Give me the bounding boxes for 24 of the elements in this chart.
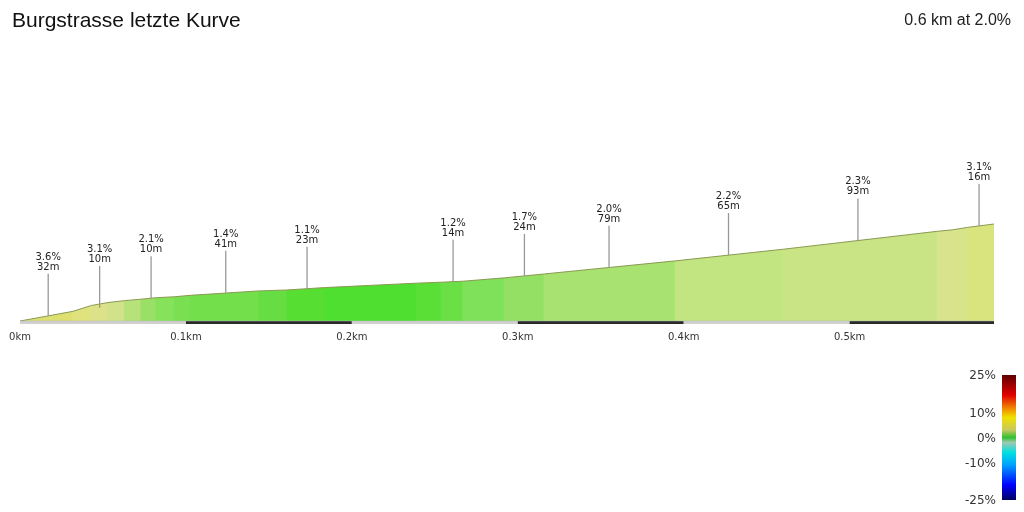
color-bar-label: 25% [969,368,996,382]
annotation: 3.1% 10m [86,242,113,264]
x-tick-label: 0km [9,331,31,342]
annotation: 2.3% 93m [845,175,871,197]
annotation: 2.1% 10m [138,233,164,255]
color-bar-label: -25% [964,493,996,507]
annotation: 3.1% 16m [966,160,992,182]
color-bar-label: 10% [969,405,996,420]
annotation: 1.2% 14m [440,216,466,238]
x-tick-label: 0.5km [833,331,866,342]
annotation: 1.4% 41m [213,227,239,249]
x-tick-label: 0.1km [170,331,202,342]
color-bar-label: -10% [964,455,996,470]
annotation: 3.6% 32m [35,250,61,272]
annotation: 2.2% 65m [715,190,742,212]
annotation: 1.7% 24m [511,210,538,232]
chart-title: Burgstrasse letzte Kurve [12,8,241,31]
x-tick-label: 0.4km [668,331,700,342]
annotation: 2.0% 79m [596,202,622,224]
x-tick-label: 0.3km [502,331,534,342]
annotation: 1.1% 23m [294,223,320,245]
color-bar-label: 0% [976,430,996,445]
x-tick-label: 0.2km [336,331,368,342]
chart-subtitle: 0.6 km at 2.0% [904,11,1011,28]
